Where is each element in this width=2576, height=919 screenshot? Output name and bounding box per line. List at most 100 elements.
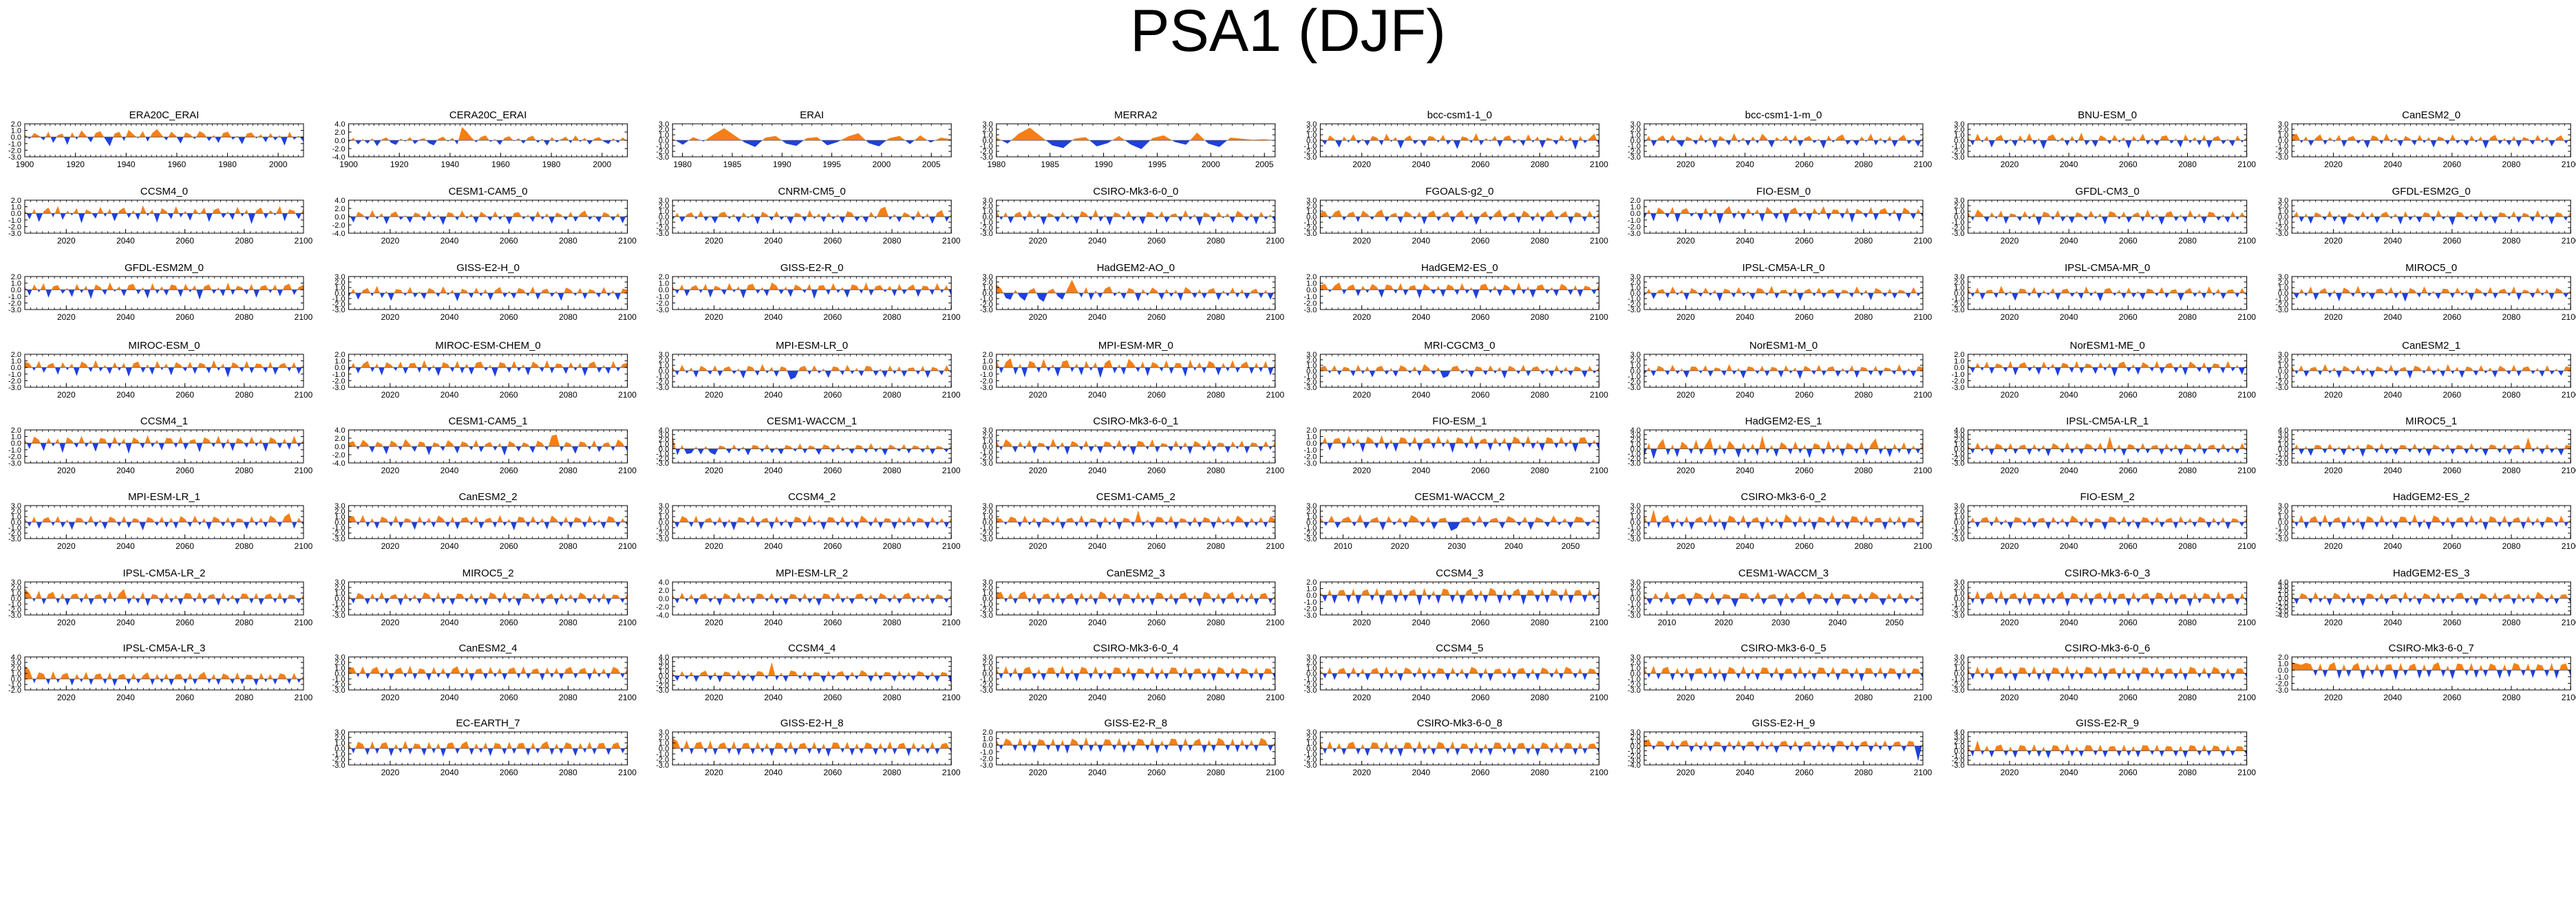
y-tick-label: -3.0 [332, 384, 345, 392]
x-tick-label: 2060 [1795, 466, 1813, 475]
negative-area [1968, 367, 2247, 377]
y-tick-label: -1.0 [1952, 295, 1965, 303]
y-tick-label: -2.0 [8, 223, 21, 231]
y-tick-label: 2.0 [1306, 426, 1317, 435]
x-tick-label: 2100 [295, 466, 313, 475]
y-tick-label: 0.0 [11, 210, 21, 218]
y-tick-label: 2.0 [334, 129, 345, 137]
y-tick-label: 0.0 [1954, 364, 1964, 372]
chart-panel: MERRA2 -3.0-2.0-1.00.01.02.03.0 1980 1985 19… [980, 109, 1276, 169]
x-tick-label: 2100 [1914, 160, 1933, 169]
y-tick-label: 0.0 [11, 440, 21, 448]
chart-panel: CCSM4_1 -3.0-2.0-1.00.01.02.0 2020 2040 2060… [8, 415, 313, 475]
panel-title: MPI-ESM-MR_0 [1098, 340, 1173, 352]
x-tick-label: 1985 [1041, 160, 1059, 169]
positive-area [1320, 282, 1599, 290]
positive-area [2292, 285, 2571, 293]
y-tick-label: -1.0 [656, 219, 669, 227]
chart-panel: MPI-ESM-LR_0 -3.0-2.0-1.00.01.02.03.0 2020… [656, 340, 961, 400]
y-tick-label: -3.0 [1303, 460, 1317, 468]
panel-title: bcc-csm1-1_0 [1427, 109, 1492, 121]
panel-title: CNRM-CM5_0 [778, 186, 846, 197]
chart-panel: NorESM1-ME_0 -3.0-2.0-1.00.01.02.0 2020 204… [1952, 340, 2257, 400]
x-tick-label: 2040 [1412, 236, 1431, 246]
x-tick-label: 2100 [618, 466, 637, 475]
y-tick-label: 3.0 [1954, 431, 1964, 440]
chart-panel: CNRM-CM5_0 -3.0-2.0-1.00.01.02.03.0 2020 20… [656, 186, 961, 246]
positive-area [996, 209, 1275, 217]
x-tick-label: 1995 [1148, 160, 1167, 169]
x-tick-label: 2080 [883, 312, 902, 322]
y-tick-label: 2.0 [1630, 279, 1641, 287]
y-tick-label: 0.0 [1306, 367, 1317, 376]
y-tick-label: 2.0 [1954, 351, 1964, 359]
y-tick-label: 3.0 [1630, 273, 1641, 281]
panel-frame [24, 199, 304, 234]
y-tick-label: 1.0 [983, 208, 993, 216]
panel-title: FGOALS-g2_0 [1425, 186, 1493, 197]
x-tick-label: 2100 [295, 312, 313, 322]
x-tick-label: 2040 [2060, 312, 2078, 322]
y-tick-label: 3.0 [983, 197, 993, 205]
chart-panel: MRI-CGCM3_0 -3.0-2.0-1.00.01.02.03.0 2020 2… [1303, 340, 1608, 400]
negative-area [1320, 217, 1599, 225]
y-tick-label: 0.0 [334, 290, 345, 298]
y-tick-label: 2.0 [983, 432, 993, 440]
y-tick-label: -3.0 [980, 230, 993, 238]
x-tick-label: 2080 [2502, 312, 2521, 322]
y-tick-label: -3.0 [980, 306, 993, 314]
positive-area [672, 282, 949, 290]
y-tick-label: 3.0 [1630, 431, 1641, 440]
x-tick-label: 2080 [1854, 390, 1873, 400]
x-tick-label: 2060 [1147, 312, 1166, 322]
y-tick-label: -3.0 [2275, 384, 2288, 392]
positive-area [1968, 360, 2247, 368]
y-tick-label: 1.0 [2278, 284, 2288, 292]
y-tick-label: -2.0 [332, 221, 345, 230]
y-tick-label: 3.0 [1306, 351, 1317, 359]
chart-panel: FIO-ESM_1 -3.0-2.0-1.00.01.02.0 2020 2040 20… [1303, 415, 1608, 475]
positive-area [672, 128, 952, 140]
x-tick-label: 2020 [57, 236, 76, 246]
y-tick-label: 1.0 [2278, 131, 2288, 140]
y-tick-label: 1.0 [334, 358, 345, 366]
x-tick-label: 2060 [1795, 390, 1813, 400]
x-tick-label: 2100 [1914, 390, 1933, 400]
y-tick-label: -1.0 [1952, 219, 1965, 227]
panel-frame [1643, 429, 1924, 464]
x-tick-label: 2060 [175, 236, 194, 246]
y-tick-label: 0.0 [983, 443, 993, 451]
y-tick-label: 0.0 [334, 213, 345, 221]
x-tick-label: 2080 [559, 466, 577, 475]
x-tick-label: 2040 [1412, 312, 1431, 322]
y-tick-label: 0.0 [334, 364, 345, 372]
y-tick-label: 1.0 [1630, 441, 1641, 449]
y-tick-label: 0.0 [659, 286, 669, 294]
y-tick-label: 0.0 [1630, 290, 1641, 298]
chart-panel: GISS-E2-H_0 -3.0-2.0-1.00.01.02.03.0 2020 2… [332, 262, 637, 322]
panel-title: IPSL-CM5A-LR_1 [2066, 415, 2149, 427]
y-tick-label: -3.0 [1628, 230, 1641, 238]
positive-area [996, 279, 1275, 293]
x-tick-label: 2060 [824, 390, 842, 400]
x-tick-label: 2080 [1531, 390, 1549, 400]
panel-title: FIO-ESM_1 [1432, 415, 1487, 427]
x-tick-label: 2060 [2443, 390, 2462, 400]
chart-panel: FGOALS-g2_0 -3.0-2.0-1.00.01.02.03.0 2020 2… [1303, 186, 1608, 246]
negative-area [675, 448, 949, 455]
x-tick-label: 2080 [1206, 390, 1225, 400]
x-tick-label: 2040 [2383, 160, 2402, 169]
y-tick-label: 0.0 [2278, 213, 2288, 221]
y-tick-label: 3.0 [1954, 197, 1964, 205]
x-tick-label: 2060 [1471, 466, 1490, 475]
negative-area [996, 140, 1275, 149]
positive-area [1968, 436, 2247, 449]
x-tick-label: 2080 [1531, 466, 1549, 475]
panel-frame [24, 123, 304, 158]
y-tick-label: -2.0 [980, 224, 993, 233]
y-tick-label: -2.0 [980, 148, 993, 156]
panel-frame [24, 429, 304, 464]
y-tick-label: 2.0 [1306, 126, 1317, 134]
x-tick-label: 2060 [1147, 236, 1166, 246]
y-tick-label: -3.0 [1303, 306, 1317, 314]
